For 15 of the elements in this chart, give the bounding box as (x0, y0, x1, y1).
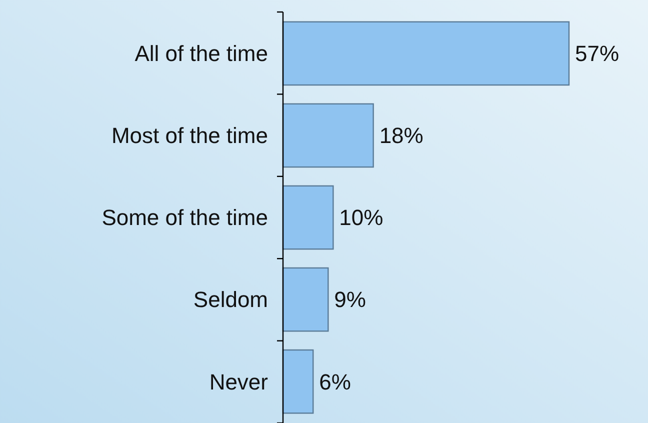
bar (282, 103, 374, 168)
bar (282, 185, 334, 250)
y-tick-label: Some of the time (102, 205, 268, 230)
y-tick-label: Never (209, 369, 268, 394)
bar (282, 349, 314, 414)
y-tick-label: Most of the time (111, 123, 268, 148)
data-label: 18% (379, 123, 424, 148)
data-label: 10% (339, 205, 384, 230)
bar (282, 21, 570, 86)
data-label: 9% (334, 287, 366, 312)
y-tick-label: Seldom (193, 287, 268, 312)
data-label: 57% (575, 41, 620, 66)
y-tick-label: All of the time (134, 41, 268, 66)
bar (282, 267, 329, 332)
data-label: 6% (319, 369, 351, 394)
